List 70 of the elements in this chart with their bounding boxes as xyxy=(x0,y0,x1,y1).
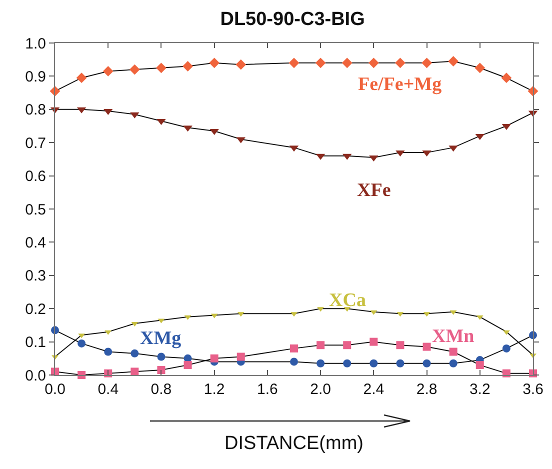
point xyxy=(368,58,379,68)
point xyxy=(78,339,86,348)
point xyxy=(184,361,192,370)
y-tick-label: 0.9 xyxy=(25,68,46,86)
point xyxy=(157,366,166,374)
point xyxy=(290,358,298,366)
y-tick-label: 0.3 xyxy=(25,268,46,285)
series-label: Fe/Fe+Mg xyxy=(358,74,442,95)
point xyxy=(209,58,220,68)
x-tick-label: 3.2 xyxy=(469,381,490,398)
point xyxy=(129,64,140,75)
point xyxy=(396,341,404,350)
x-tick-label: 2.4 xyxy=(363,381,384,398)
point xyxy=(104,348,112,356)
point xyxy=(343,359,352,368)
point xyxy=(370,359,378,368)
point xyxy=(130,349,139,358)
y-tick-label: 0.6 xyxy=(25,168,46,186)
point xyxy=(316,341,325,350)
point xyxy=(290,344,298,352)
point xyxy=(210,354,218,362)
point xyxy=(157,352,166,361)
y-tick-label: 0.0 xyxy=(25,367,46,384)
chart-title: DL50-90-C3-BIG xyxy=(220,9,365,30)
y-tick-label: 0.4 xyxy=(25,234,46,252)
point xyxy=(288,58,300,68)
y-tick-label: 0.1 xyxy=(25,334,46,352)
y-tick-label: 1.0 xyxy=(25,35,46,52)
series-label: XCa xyxy=(329,290,366,311)
x-tick-label: 3.6 xyxy=(522,381,544,398)
point xyxy=(449,348,458,356)
point xyxy=(76,72,87,84)
x-tick-label: 1.6 xyxy=(257,381,278,398)
x-tick-label: 0.8 xyxy=(150,381,172,398)
point xyxy=(343,341,352,350)
point xyxy=(342,58,352,68)
point xyxy=(474,62,486,74)
x-axis-title: DISTANCE(mm) xyxy=(224,432,364,454)
y-tick-label: 0.2 xyxy=(25,300,46,318)
point xyxy=(102,66,114,76)
x-tick-label: 0.0 xyxy=(44,381,66,398)
point xyxy=(182,61,193,72)
point xyxy=(395,58,406,68)
point xyxy=(449,359,458,368)
y-tick-label: 0.5 xyxy=(25,201,46,218)
series-label: XFe xyxy=(357,180,391,201)
point xyxy=(315,58,326,68)
point xyxy=(422,58,432,68)
point xyxy=(448,56,459,66)
point xyxy=(370,338,378,346)
point xyxy=(396,359,404,368)
point xyxy=(290,312,298,317)
x-tick-label: 2.0 xyxy=(310,381,331,398)
point xyxy=(156,62,166,74)
x-tick-label: 2.8 xyxy=(416,381,438,398)
series-label: XMn xyxy=(432,326,475,347)
y-tick-label: 0.8 xyxy=(25,102,46,119)
point xyxy=(316,359,325,368)
series-label: XMg xyxy=(140,328,182,349)
point xyxy=(236,59,246,70)
point xyxy=(130,368,139,376)
x-tick-label: 1.2 xyxy=(204,381,225,398)
y-tick-label: 0.7 xyxy=(25,134,46,152)
point xyxy=(422,359,431,368)
x-tick-label: 0.4 xyxy=(98,381,119,398)
point xyxy=(476,361,484,370)
point xyxy=(422,342,431,351)
point xyxy=(502,344,510,352)
point xyxy=(236,352,245,361)
point xyxy=(501,72,512,84)
